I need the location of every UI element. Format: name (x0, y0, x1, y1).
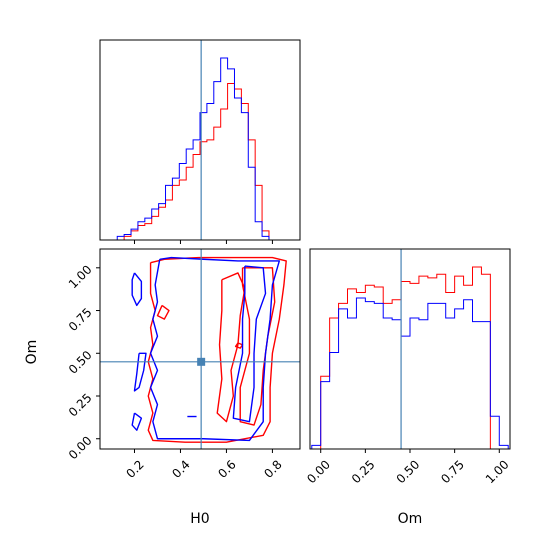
joint-x-tick-label-3: 0.8 (261, 457, 284, 480)
joint-contour-blue-6 (232, 265, 267, 423)
om-hist-frame (309, 248, 511, 450)
om-hist-blue (311, 297, 509, 449)
joint-contour-red-1 (239, 267, 276, 426)
joint-contour-red-0 (147, 256, 287, 443)
joint-y-tick-label-3: 0.75 (66, 305, 95, 334)
x-axis-label-om: Om (398, 511, 423, 527)
om-histogram-panel: 0.00 0.25 0.50 0.75 1.00 (304, 248, 512, 486)
joint-y-tick-label-2: 0.50 (66, 348, 95, 377)
axis-labels: H0 Om Om (24, 340, 422, 527)
om-hist-x-tick-label-3: 0.75 (438, 457, 467, 486)
joint-contour-blue-5 (149, 256, 281, 442)
joint-truth-marker (197, 357, 206, 366)
joint-x-tick-label-2: 0.6 (215, 457, 238, 480)
joint-x-tick-label-1: 0.4 (169, 457, 192, 480)
x-axis-label-h0: H0 (190, 511, 209, 527)
joint-x-tick-label-0: 0.2 (123, 457, 146, 480)
joint-contour-blue-8 (133, 352, 147, 392)
h0-om-joint-panel: 0.2 0.4 0.6 0.8 0.00 0.25 0.50 0.75 1.00 (66, 248, 301, 481)
om-hist-x-tick-label-0: 0.00 (304, 457, 333, 486)
h0-hist-frame (99, 39, 301, 241)
joint-contour-blue-7 (131, 272, 143, 307)
joint-y-tick-label-0: 0.00 (66, 433, 95, 462)
joint-y-tick-label-4: 1.00 (66, 263, 95, 292)
joint-contour-red-4 (234, 342, 244, 349)
h0-hist-blue (116, 57, 276, 240)
om-hist-x-tick-label-1: 0.25 (349, 457, 378, 486)
joint-frame (99, 248, 301, 450)
h0-hist-red (117, 82, 276, 240)
om-hist-red (311, 266, 509, 449)
joint-y-tick-label-1: 0.25 (66, 391, 95, 420)
om-hist-x-tick-label-4: 1.00 (483, 457, 512, 486)
joint-contour-blue-9 (131, 412, 143, 431)
joint-contour-red-3 (156, 304, 170, 320)
om-hist-x-tick-label-2: 0.50 (394, 457, 423, 486)
y-axis-label-om: Om (24, 340, 40, 365)
h0-histogram-panel (99, 39, 301, 244)
